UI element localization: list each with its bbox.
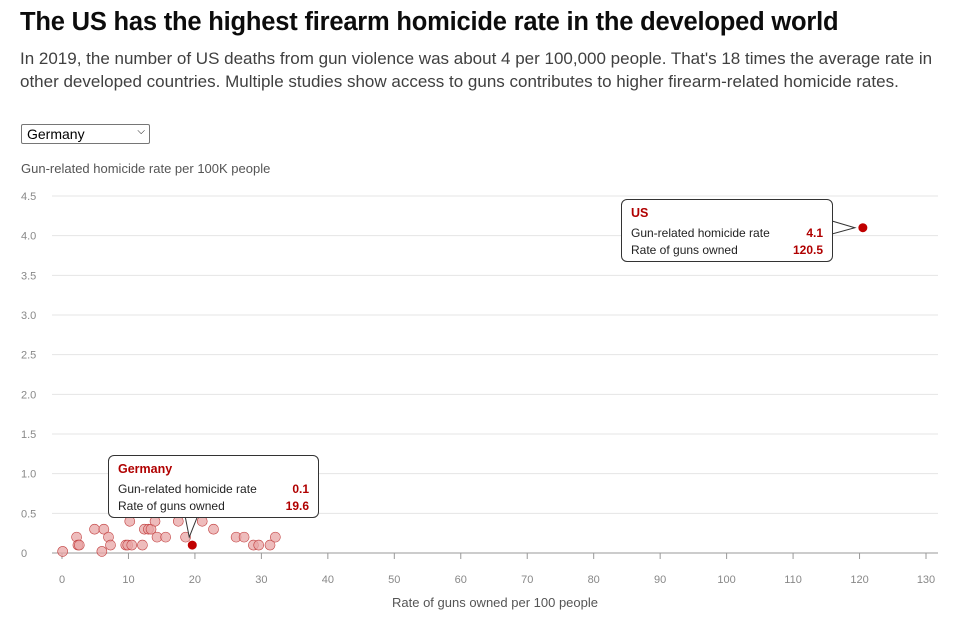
data-point [270, 531, 281, 543]
tooltip-row-rate: Gun-related homicide rate 0.1 [118, 481, 309, 498]
country-select[interactable]: Germany ⌵ [21, 124, 150, 144]
tooltip-germany: Germany Gun-related homicide rate 0.1 Ra… [108, 455, 319, 518]
x-tick-label: 100 [717, 574, 735, 586]
x-tick-label: 60 [455, 574, 467, 586]
x-tick-label: 90 [654, 574, 666, 586]
x-tick-label: 110 [784, 574, 802, 586]
data-point [73, 539, 85, 551]
x-tick-label: 130 [917, 574, 935, 586]
y-tick-label: 2.0 [21, 389, 36, 401]
tooltip-country-name: US [631, 206, 649, 220]
x-tick-label: 40 [322, 574, 334, 586]
x-tick-label: 50 [388, 574, 400, 586]
data-point [180, 531, 191, 543]
page-title: The US has the highest firearm homicide … [20, 8, 839, 36]
tooltip-country-name: Germany [118, 462, 173, 476]
tooltip-value: 0.1 [292, 482, 309, 496]
x-tick-label: 120 [850, 574, 868, 586]
y-tick-label: 2.5 [21, 350, 36, 362]
data-point [264, 539, 276, 551]
tooltip-label: Gun-related homicide rate [631, 226, 770, 240]
y-tick-label: 3.0 [21, 310, 36, 322]
x-tick-label: 70 [521, 574, 533, 586]
data-point [208, 523, 219, 535]
y-tick-label: 1.0 [21, 469, 36, 481]
y-tick-label: 4.0 [21, 231, 36, 243]
tooltip-row-rate: Gun-related homicide rate 4.1 [631, 225, 823, 242]
y-tick-label: 1.5 [21, 429, 36, 441]
tooltip-label: Rate of guns owned [118, 499, 225, 513]
chevron-down-icon: ⌵ [137, 126, 145, 137]
tooltip-value: 4.1 [806, 226, 823, 240]
tooltip-row-guns: Rate of guns owned 19.6 [118, 498, 309, 515]
data-point [57, 546, 68, 557]
x-axis: 0 10 20 30 40 50 60 70 80 90 100 110 120 130 [52, 552, 938, 586]
y-tick-label: 4.5 [21, 191, 36, 203]
data-point [238, 531, 250, 543]
x-tick-label: 20 [189, 574, 201, 586]
tooltip-us: US Gun-related homicide rate 4.1 Rate of… [621, 199, 833, 262]
data-points [57, 223, 868, 557]
tooltip-value: 19.6 [285, 499, 309, 513]
y-tick-label: 0.5 [21, 508, 36, 520]
tooltip-label: Gun-related homicide rate [118, 482, 257, 496]
page-subtitle: In 2019, the number of US deaths from gu… [20, 49, 933, 91]
x-tick-label: 30 [255, 574, 267, 586]
x-axis-label: Rate of guns owned per 100 people [392, 595, 598, 610]
us-callout-pointer [831, 220, 857, 235]
y-tick-label: 0 [21, 548, 27, 560]
y-axis-ticks: 0 0.5 1.0 1.5 2.0 2.5 3.0 3.5 4.0 4.5 [21, 191, 36, 560]
x-tick-label: 0 [59, 574, 65, 586]
country-select-value: Germany [27, 126, 85, 142]
y-axis-label: Gun-related homicide rate per 100K peopl… [21, 161, 271, 176]
tooltip-value: 120.5 [792, 243, 823, 257]
y-tick-label: 3.5 [21, 270, 36, 282]
data-point [89, 523, 100, 535]
data-point [253, 539, 265, 551]
data-point [98, 523, 110, 535]
x-tick-label: 10 [122, 574, 134, 586]
tooltip-label: Rate of guns owned [631, 243, 738, 257]
data-point [160, 531, 171, 543]
x-tick-label: 80 [588, 574, 600, 586]
data-point [137, 539, 148, 551]
highlighted-point [858, 223, 868, 233]
highlighted-point [187, 540, 197, 550]
data-point [105, 539, 116, 551]
data-point [126, 539, 138, 551]
data-point [96, 546, 108, 557]
tooltip-row-guns: Rate of guns owned 120.5 [631, 242, 823, 259]
